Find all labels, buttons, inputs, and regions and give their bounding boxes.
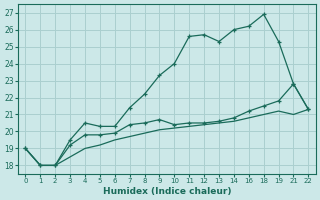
X-axis label: Humidex (Indice chaleur): Humidex (Indice chaleur) [103, 187, 231, 196]
